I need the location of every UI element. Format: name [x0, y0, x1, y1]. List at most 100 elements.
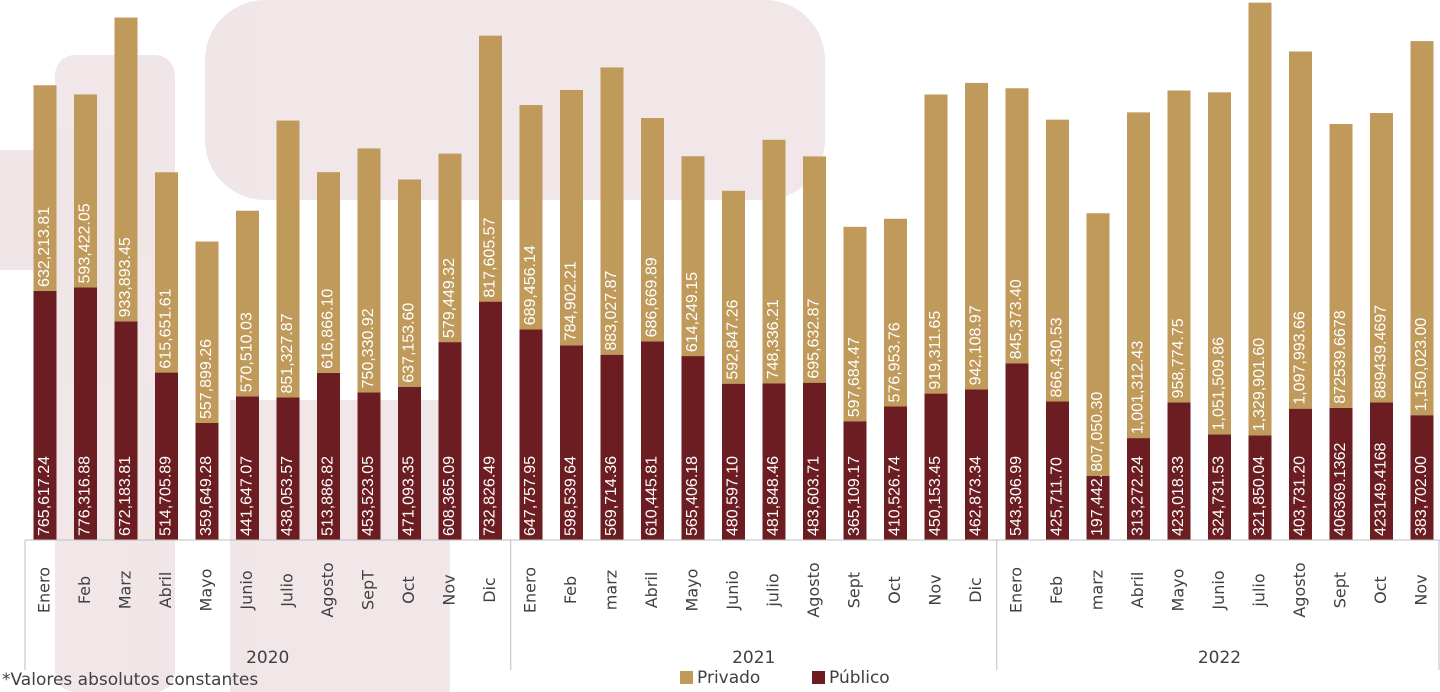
x-tick-label: Dic — [966, 577, 985, 603]
x-tick-label: marz — [1088, 570, 1107, 610]
data-label: 471,093.35 — [401, 456, 418, 536]
data-label: 637,153.60 — [401, 303, 418, 383]
bar-segment — [1370, 113, 1393, 403]
data-label: 1,329,901.60 — [1251, 338, 1268, 432]
bar-segment — [236, 396, 259, 540]
data-label: 423149.4168 — [1373, 442, 1390, 536]
data-label: 483,603.71 — [806, 456, 823, 536]
data-label: 732,826.49 — [482, 456, 499, 536]
x-tick-label: Feb — [75, 576, 94, 604]
data-label: 689,456.14 — [522, 245, 539, 325]
bar-segment — [803, 156, 826, 383]
data-label: 958,774.75 — [1170, 318, 1187, 398]
x-tick-label: Agosto — [318, 562, 337, 617]
data-label: 610,445.81 — [644, 456, 661, 536]
x-tick-label: SepT — [359, 570, 378, 610]
x-tick-label: julio — [764, 573, 783, 607]
x-tick-label: Agosto — [804, 562, 823, 617]
data-label: 565,406.18 — [684, 456, 701, 536]
bar-segment — [965, 82, 988, 390]
x-tick-label: Junio — [1209, 570, 1228, 610]
bar-segment — [762, 139, 786, 384]
data-label: 592,847.26 — [725, 299, 742, 379]
x-tick-label: Nov — [926, 574, 945, 605]
data-label: 481,848.46 — [765, 456, 782, 536]
x-tick-label: Marz — [116, 571, 135, 610]
bar-segment — [560, 345, 583, 540]
bar-segment — [317, 372, 340, 540]
bar-segment — [1005, 363, 1029, 540]
bar-segment — [681, 156, 705, 357]
bar-segment — [317, 172, 340, 373]
bar-segment — [1410, 41, 1434, 416]
bar-segment — [195, 241, 219, 424]
data-label: 441,647.07 — [239, 456, 256, 536]
data-label: 776,316.88 — [77, 456, 94, 536]
data-label: 593,422.05 — [77, 203, 94, 283]
x-tick-label: Enero — [521, 567, 540, 613]
bar-segment — [1127, 438, 1150, 540]
bar-segment — [33, 290, 57, 540]
bar-segment — [114, 17, 138, 322]
bar-segment — [722, 190, 745, 384]
x-tick-label: Junio — [237, 570, 256, 610]
data-label: 410,526.74 — [887, 456, 904, 536]
data-label: 933,893.45 — [117, 237, 134, 317]
data-label: 576,953.76 — [887, 322, 904, 402]
data-label: 324,731.53 — [1211, 456, 1228, 536]
bar-segment — [681, 356, 705, 540]
data-label: 406369.1362 — [1332, 442, 1349, 536]
group-label: 2021 — [732, 648, 775, 668]
x-tick-label: Nov — [440, 574, 459, 605]
bar-segment — [924, 393, 948, 540]
x-tick-label: Enero — [1007, 567, 1026, 613]
bar-segment — [1208, 92, 1231, 435]
x-tick-label: Mayo — [1169, 569, 1188, 612]
bar-segment — [74, 94, 97, 288]
data-label: 614,249.15 — [684, 272, 701, 352]
data-label: 557,899.26 — [198, 339, 215, 419]
data-label: 321,850.04 — [1251, 456, 1268, 536]
bar-segment — [600, 354, 624, 540]
data-label: 462,873.34 — [968, 456, 985, 536]
data-label: 608,365.09 — [441, 456, 458, 536]
x-tick-label: Abril — [1128, 572, 1147, 609]
data-label: 597,684.47 — [846, 337, 863, 417]
x-tick-label: Abril — [642, 572, 661, 609]
data-label: 686,669.89 — [644, 257, 661, 337]
x-tick-label: Junio — [723, 570, 742, 610]
x-tick-label: Feb — [561, 576, 580, 604]
bar-segment — [1248, 2, 1272, 436]
bar-segment — [560, 89, 583, 346]
bar-segment — [641, 118, 664, 342]
group-label: 2020 — [246, 648, 289, 668]
data-label: 359,649.28 — [198, 456, 215, 536]
bar-segment — [74, 287, 97, 540]
bar-segment — [519, 329, 543, 540]
bar-segment — [722, 383, 745, 540]
bar-segment — [762, 383, 786, 540]
bar-segment — [1289, 408, 1312, 540]
x-tick-label: julio — [1250, 573, 1269, 607]
bar-segment — [519, 105, 543, 330]
bar-segment — [276, 397, 300, 540]
x-tick-label: marz — [602, 570, 621, 610]
bar-segment — [438, 342, 462, 540]
data-label: 845,373.40 — [1008, 279, 1025, 359]
bar-segment — [479, 301, 502, 540]
data-label: 569,714.36 — [603, 456, 620, 536]
x-tick-label: Mayo — [683, 569, 702, 612]
data-label: 615,651.61 — [158, 288, 175, 368]
x-tick-label: Agosto — [1290, 562, 1309, 617]
data-label: 403,731.20 — [1292, 456, 1309, 536]
bar-segment — [1248, 435, 1272, 540]
bar-segment — [1289, 51, 1312, 409]
data-label: 514,705.89 — [158, 456, 175, 536]
data-label: 616,866.10 — [320, 289, 337, 369]
bar-segment — [1167, 90, 1191, 403]
data-label: 480,597.10 — [725, 456, 742, 536]
legend-label: Privado — [697, 668, 760, 688]
bar-segment — [843, 226, 867, 422]
